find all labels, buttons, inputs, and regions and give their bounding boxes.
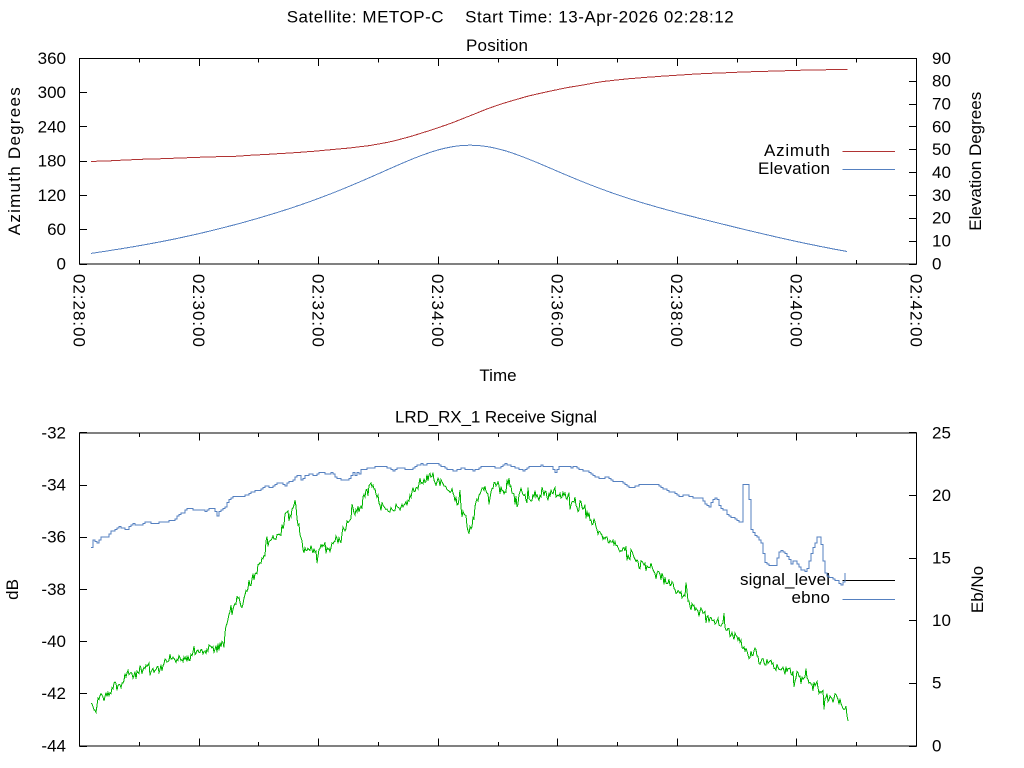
svg-text:10: 10 bbox=[932, 611, 951, 630]
svg-text:5: 5 bbox=[932, 674, 941, 693]
svg-text:0: 0 bbox=[932, 254, 941, 273]
svg-text:dB: dB bbox=[3, 579, 22, 600]
svg-text:02:36:00: 02:36:00 bbox=[548, 274, 567, 347]
svg-text:Satellite: METOP-C Start Ti: Satellite: METOP-C Start Time: 13-Apr-20… bbox=[287, 8, 734, 27]
svg-text:-42: -42 bbox=[41, 684, 66, 703]
svg-text:10: 10 bbox=[932, 231, 951, 250]
svg-text:0: 0 bbox=[57, 254, 66, 273]
svg-text:300: 300 bbox=[38, 83, 66, 102]
svg-text:20: 20 bbox=[932, 209, 951, 228]
svg-text:360: 360 bbox=[38, 49, 66, 68]
svg-text:signal_level: signal_level bbox=[740, 570, 830, 589]
svg-text:240: 240 bbox=[38, 117, 66, 136]
svg-text:50: 50 bbox=[932, 140, 951, 159]
svg-text:02:34:00: 02:34:00 bbox=[428, 274, 447, 347]
svg-text:180: 180 bbox=[38, 152, 66, 171]
svg-text:-32: -32 bbox=[41, 423, 66, 442]
svg-text:20: 20 bbox=[932, 486, 951, 505]
svg-text:90: 90 bbox=[932, 49, 951, 68]
svg-text:Elevation Degrees: Elevation Degrees bbox=[966, 92, 985, 231]
svg-text:Time: Time bbox=[479, 366, 516, 385]
svg-text:02:28:00: 02:28:00 bbox=[69, 274, 88, 347]
svg-text:02:42:00: 02:42:00 bbox=[906, 274, 925, 347]
svg-text:Azimuth: Azimuth bbox=[764, 141, 830, 160]
svg-text:LRD_RX_1 Receive Signal: LRD_RX_1 Receive Signal bbox=[395, 408, 597, 427]
svg-text:-44: -44 bbox=[41, 736, 66, 755]
svg-text:02:32:00: 02:32:00 bbox=[308, 274, 327, 347]
svg-text:ebno: ebno bbox=[792, 588, 831, 607]
svg-text:-34: -34 bbox=[41, 475, 66, 494]
svg-text:Elevation: Elevation bbox=[758, 159, 830, 178]
svg-text:30: 30 bbox=[932, 186, 951, 205]
svg-text:60: 60 bbox=[932, 117, 951, 136]
svg-text:02:38:00: 02:38:00 bbox=[667, 274, 686, 347]
svg-text:0: 0 bbox=[932, 736, 941, 755]
svg-text:70: 70 bbox=[932, 94, 951, 113]
svg-text:-36: -36 bbox=[41, 528, 66, 547]
svg-text:40: 40 bbox=[932, 163, 951, 182]
svg-text:120: 120 bbox=[38, 186, 66, 205]
svg-text:80: 80 bbox=[932, 72, 951, 91]
svg-text:Azimuth Degrees: Azimuth Degrees bbox=[5, 87, 24, 235]
svg-text:-40: -40 bbox=[41, 632, 66, 651]
svg-text:60: 60 bbox=[47, 220, 66, 239]
svg-text:-38: -38 bbox=[41, 580, 66, 599]
svg-text:02:30:00: 02:30:00 bbox=[189, 274, 208, 347]
svg-text:15: 15 bbox=[932, 549, 951, 568]
svg-text:25: 25 bbox=[932, 423, 951, 442]
svg-text:02:40:00: 02:40:00 bbox=[787, 274, 806, 347]
svg-text:Eb/No: Eb/No bbox=[968, 566, 987, 613]
svg-text:Position: Position bbox=[466, 36, 528, 55]
